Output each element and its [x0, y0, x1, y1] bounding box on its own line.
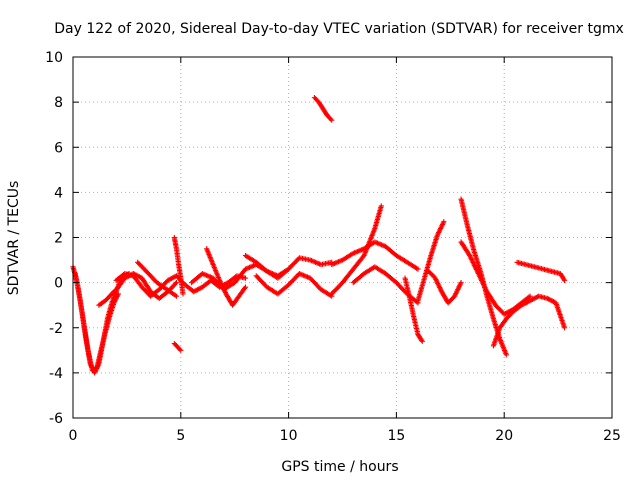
data-point	[178, 347, 184, 353]
y-tick-label: -2	[49, 321, 63, 337]
grid	[73, 57, 612, 418]
y-tick-label: 10	[45, 50, 63, 66]
x-tick-label: 0	[69, 428, 78, 444]
tick-labels: 0 5 10 15 20 25 -6 -4 -2 0 2 4 6 8 10	[45, 50, 621, 444]
y-tick-label: 8	[54, 95, 63, 111]
chart-title: Day 122 of 2020, Sidereal Day-to-day VTE…	[54, 21, 624, 37]
data-point	[418, 337, 425, 343]
data-point	[378, 203, 384, 209]
data-point	[561, 276, 567, 282]
data-point	[415, 266, 421, 272]
data-points	[70, 95, 568, 376]
data-point	[180, 291, 186, 297]
data-point	[173, 280, 180, 286]
data-point	[172, 281, 179, 287]
data-point	[458, 280, 464, 286]
data-point	[115, 291, 121, 297]
data-point	[561, 277, 568, 283]
x-tick-label: 10	[280, 428, 298, 444]
data-point	[177, 346, 183, 352]
x-tick-label: 20	[495, 428, 513, 444]
data-point	[242, 275, 249, 281]
y-tick-label: -6	[49, 411, 63, 427]
x-tick-label: 5	[176, 428, 185, 444]
data-point	[328, 116, 334, 122]
y-tick-label: 0	[54, 276, 63, 292]
y-tick-label: 4	[54, 185, 63, 201]
data-point	[242, 284, 249, 290]
axes	[72, 56, 613, 419]
x-tick-label: 25	[603, 428, 621, 444]
x-tick-label: 15	[387, 428, 405, 444]
data-point	[419, 338, 425, 344]
data-point	[173, 293, 180, 299]
data-point	[503, 352, 509, 358]
data-point	[527, 293, 533, 299]
data-point	[561, 325, 568, 331]
y-tick-label: -4	[49, 366, 63, 382]
y-tick-label: 2	[54, 231, 63, 247]
data-point	[329, 117, 335, 123]
data-point	[441, 219, 447, 225]
x-axis-label: GPS time / hours	[281, 459, 398, 475]
y-axis-label: SDTVAR / TECUs	[6, 181, 22, 296]
y-tick-label: 6	[54, 140, 63, 156]
